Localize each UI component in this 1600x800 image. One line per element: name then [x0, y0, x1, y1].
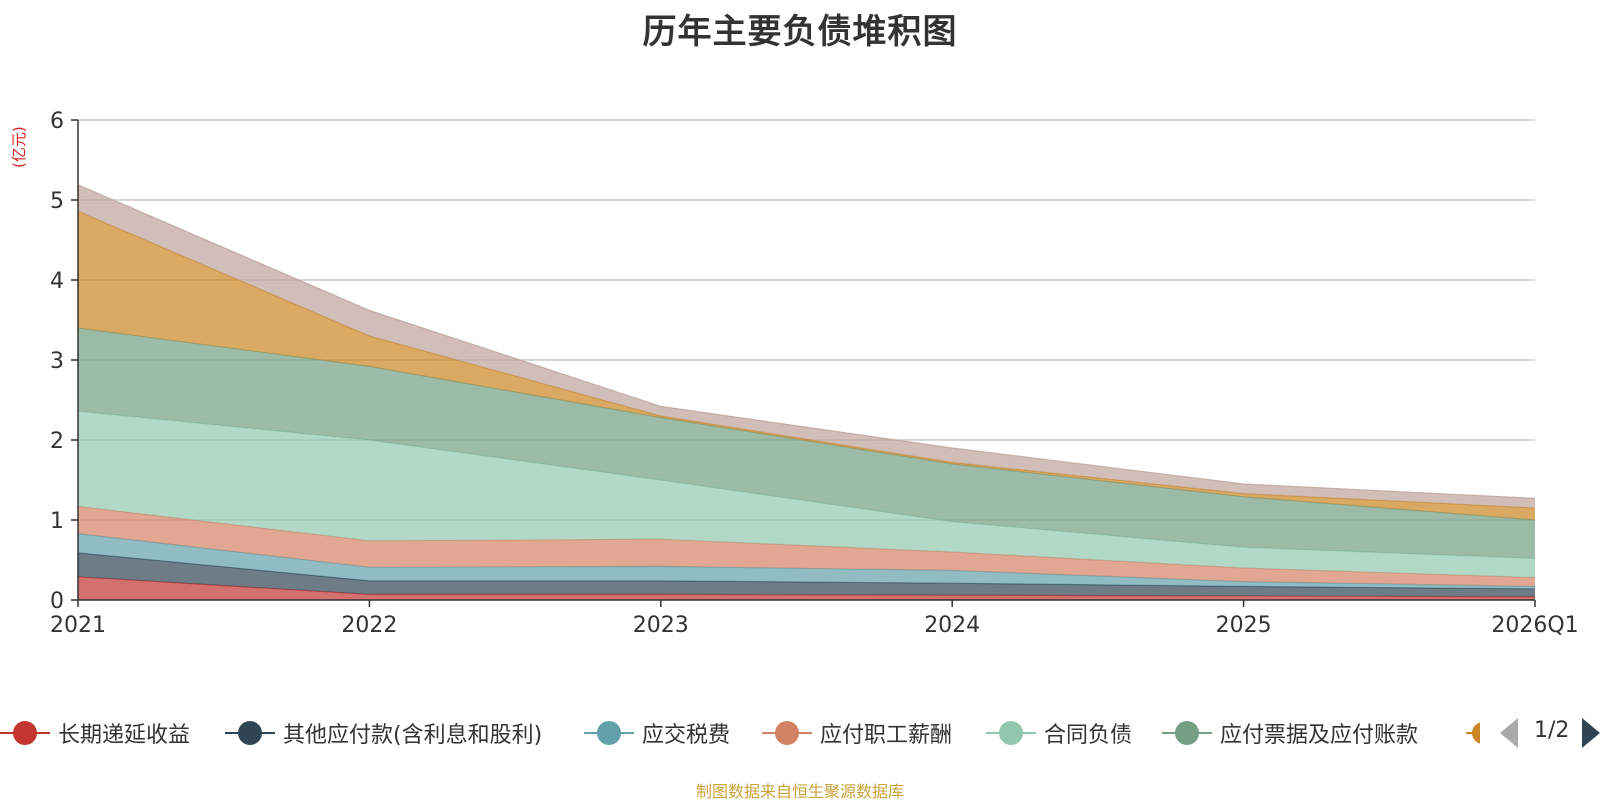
- legend-pager: 1/2: [1500, 716, 1600, 752]
- x-tick-label-2021: 2021: [50, 613, 106, 638]
- y-tick-label-3: 3: [50, 349, 64, 374]
- x-tick-label-2024: 2024: [924, 613, 980, 638]
- area-series-line-7: [77, 184, 1536, 499]
- legend-label: 其他应付款(含利息和股利): [283, 723, 543, 748]
- chart-title: 历年主要负债堆积图: [642, 12, 958, 52]
- y-tick-label-0: 0: [50, 589, 64, 614]
- legend-circle-icon: [986, 716, 1036, 750]
- area-series-4: [78, 411, 1535, 578]
- legend-item-2[interactable]: 应交税费: [584, 716, 730, 750]
- x-tick-label-2026Q1: 2026Q1: [1491, 613, 1578, 638]
- area-series-2: [78, 533, 1535, 589]
- legend-circle-icon: [1162, 716, 1212, 750]
- stacked-area-chart: 0 1 2 3 4 5 6 2021 2022 2023 2024 2025 2026Q1: [50, 109, 1579, 638]
- legend-prev-arrow-icon[interactable]: [1500, 718, 1518, 748]
- legend-label: 应交税费: [642, 723, 731, 748]
- y-tick-label-6: 6: [50, 109, 64, 134]
- legend-item-4[interactable]: 合同负债: [986, 716, 1132, 750]
- area-series-6: [78, 211, 1535, 520]
- legend-label: 合同负债: [1044, 723, 1133, 748]
- y-tick-label-5: 5: [50, 189, 64, 214]
- area-series-3: [78, 506, 1535, 587]
- y-tick-label-1: 1: [50, 509, 64, 534]
- legend-page-indicator: 1/2: [1534, 718, 1570, 743]
- legend-item-3[interactable]: 应付职工薪酬: [762, 716, 952, 750]
- legend-label: 长期递延收益: [58, 723, 191, 748]
- legend-label: 应付票据及应付账款: [1220, 723, 1419, 748]
- legend: 长期递延收益 其他应付款(含利息和股利) 应交税费 应付职工薪酬 合同负债 应付票据及应付…: [0, 716, 1600, 756]
- x-tick-label-2025: 2025: [1216, 613, 1272, 638]
- x-tick-label-2022: 2022: [341, 613, 397, 638]
- legend-item-1[interactable]: 其他应付款(含利息和股利): [225, 716, 542, 750]
- legend-label: 应付职工薪酬: [820, 723, 953, 748]
- legend-circle-icon: [584, 716, 634, 750]
- legend-circle-icon: [762, 716, 812, 750]
- legend-next-arrow-icon[interactable]: [1582, 718, 1600, 748]
- legend-item-0[interactable]: 长期递延收益: [0, 716, 190, 750]
- data-source-footer: 制图数据来自恒生聚源数据库: [695, 782, 904, 800]
- y-tick-label-2: 2: [50, 429, 64, 454]
- legend-item-5[interactable]: 应付票据及应付账款: [1162, 716, 1418, 750]
- x-tick-label-2023: 2023: [633, 613, 689, 638]
- legend-item-partial[interactable]: [1466, 716, 1480, 750]
- area-series-5: [78, 328, 1535, 559]
- y-tick-label-4: 4: [50, 269, 64, 294]
- legend-circle-icon: [0, 716, 50, 750]
- legend-circle-icon: [225, 716, 275, 750]
